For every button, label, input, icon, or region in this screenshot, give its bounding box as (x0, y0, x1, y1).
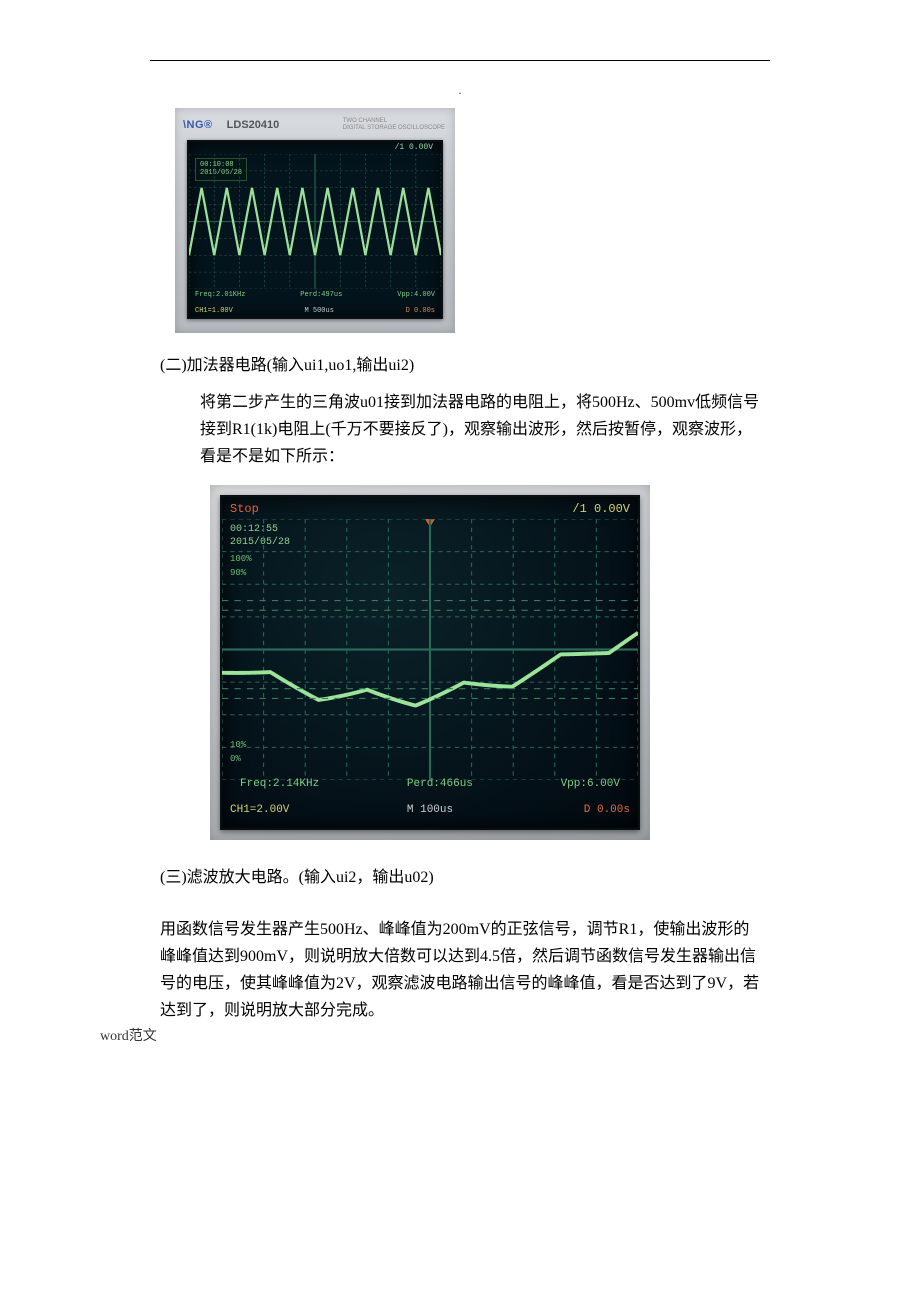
page-top-dot: . (60, 83, 860, 98)
scope2-perd: Perd:466us (407, 779, 473, 790)
scope1-waveform (189, 154, 441, 289)
scope1-bottombar: CH1=1.00V M 500us D 0.00s (189, 308, 441, 315)
scope1-device-header: \NG® LDS20410 TWO CHANNEL DIGITAL STORAG… (175, 114, 455, 136)
scope1-subtitle-line1: TWO CHANNEL (343, 118, 387, 124)
scope1-screen: /1 0.00V 00:10:08 2015/05/28 Freq:2.01KH… (187, 140, 443, 319)
scope2-trigger-readout: /1 0.00V (572, 503, 630, 515)
section-2-paragraph: 将第二步产生的三角波u01接到加法器电路的电阻上，将500Hz、500mv低频信… (200, 389, 760, 471)
scope1-trigger-readout: /1 0.00V (395, 144, 433, 152)
scope1-vpp: Vpp:4.00V (397, 292, 435, 299)
oscilloscope-photo-2: Stop /1 0.00V 00:12:55 2015/05/28 100% 9… (210, 485, 650, 840)
scope2-stop-label: Stop (230, 503, 259, 515)
scope2-waveform (222, 519, 638, 780)
scope1-topbar: /1 0.00V (189, 142, 441, 154)
scope2-vpp: Vpp:6.00V (561, 779, 620, 790)
scope1-brand: \NG® (183, 119, 213, 131)
scope2-bottombar: CH1=2.00V M 100us D 0.00s (230, 805, 630, 816)
section-2-heading: (二)加法器电路(输入ui1,uo1,输出ui2) (160, 353, 860, 379)
scope1-delay: D 0.00s (406, 308, 435, 315)
section-3-paragraph: 用函数信号发生器产生500Hz、峰峰值为200mV的正弦信号，调节R1，使输出波… (160, 916, 760, 1025)
page-top-rule (150, 60, 770, 61)
scope2-delay: D 0.00s (584, 805, 630, 816)
scope2-freq: Freq:2.14KHz (240, 779, 319, 790)
scope2-timebase: M 100us (407, 805, 453, 816)
oscilloscope-photo-1: \NG® LDS20410 TWO CHANNEL DIGITAL STORAG… (175, 108, 455, 333)
scope1-ch: CH1=1.00V (195, 308, 233, 315)
page-footer: word范文 (100, 1025, 157, 1045)
section-3-heading: (三)滤波放大电路。(输入ui2，输出u02) (160, 865, 860, 891)
scope1-perd: Perd:497us (300, 292, 342, 299)
scope2-topbar: Stop /1 0.00V (230, 501, 630, 517)
scope1-model: LDS20410 (227, 119, 280, 131)
scope1-freq: Freq:2.01KHz (195, 292, 245, 299)
scope2-measurements: Freq:2.14KHz Perd:466us Vpp:6.00V (240, 779, 620, 790)
scope1-subtitle-line2: DIGITAL STORAGE OSCILLOSCOPE (343, 125, 445, 131)
scope1-measurements: Freq:2.01KHz Perd:497us Vpp:4.00V (195, 292, 435, 299)
scope2-ch: CH1=2.00V (230, 805, 289, 816)
scope1-timebase: M 500us (305, 308, 334, 315)
scope1-subtitle: TWO CHANNEL DIGITAL STORAGE OSCILLOSCOPE (343, 118, 445, 131)
scope2-screen: Stop /1 0.00V 00:12:55 2015/05/28 100% 9… (220, 495, 640, 830)
